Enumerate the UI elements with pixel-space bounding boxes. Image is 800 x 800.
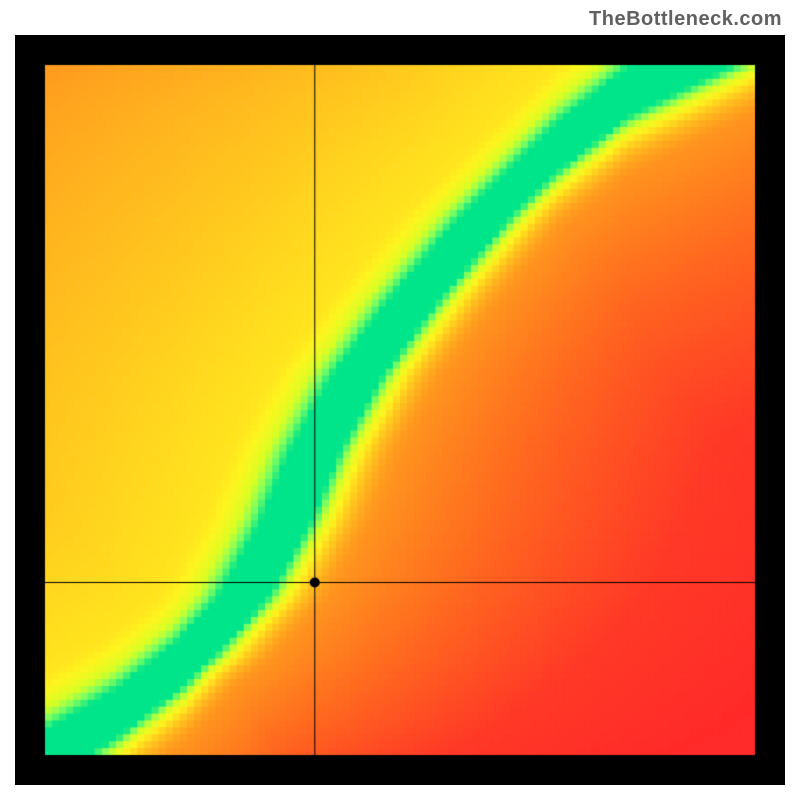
- source-url-label: TheBottleneck.com: [589, 8, 782, 31]
- chart-container: TheBottleneck.com: [0, 0, 800, 800]
- bottleneck-heatmap: [15, 35, 785, 785]
